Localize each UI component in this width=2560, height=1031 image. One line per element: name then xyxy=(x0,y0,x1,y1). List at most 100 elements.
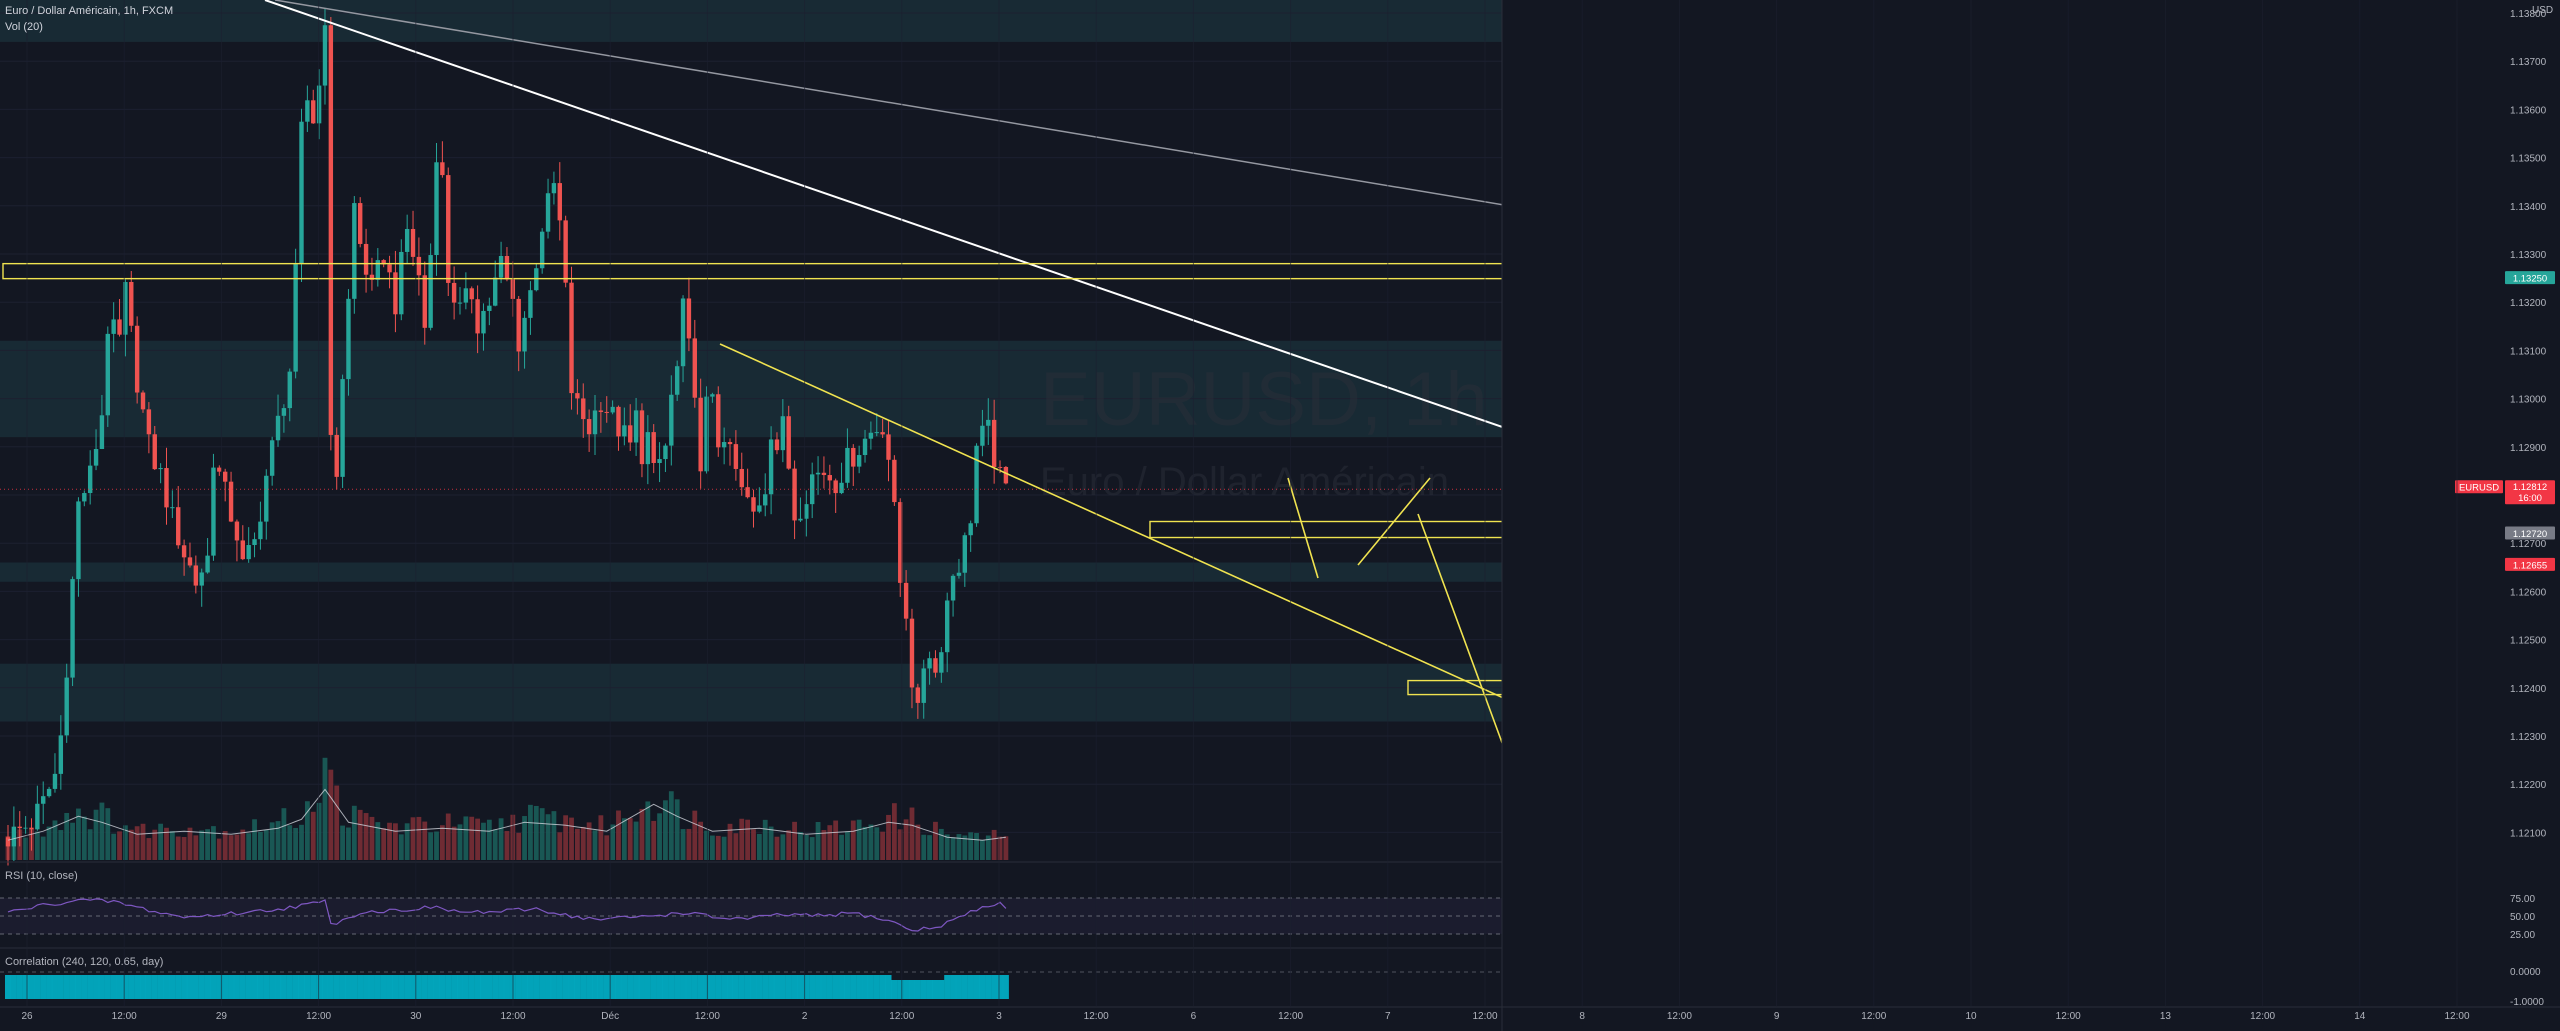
volume-bar xyxy=(651,820,657,860)
supply-demand-zone xyxy=(0,562,1502,582)
candle-body xyxy=(240,540,245,560)
volume-bar xyxy=(563,815,569,860)
corr-bar xyxy=(462,975,469,999)
volume-bar xyxy=(310,811,316,860)
candle-body xyxy=(369,274,375,280)
corr-bar xyxy=(773,975,780,999)
corr-bar xyxy=(562,975,569,999)
time-tick-label: 12:00 xyxy=(500,1011,525,1022)
volume-bar xyxy=(886,814,891,860)
corr-bar xyxy=(93,975,100,999)
corr-bar xyxy=(574,975,581,999)
volume-bar xyxy=(492,829,498,860)
candle-body xyxy=(856,455,862,467)
volume-bar xyxy=(850,820,856,860)
price-tick-label: 1.13500 xyxy=(2510,154,2547,165)
candle-body xyxy=(352,203,357,299)
corr-bar xyxy=(503,975,510,999)
corr-bar xyxy=(885,975,892,999)
corr-bar xyxy=(104,975,111,999)
candle-body xyxy=(669,394,674,446)
volume-bar xyxy=(751,829,756,860)
time-tick-label: 6 xyxy=(1191,1011,1197,1022)
candle-body xyxy=(680,298,686,367)
corr-bar xyxy=(357,975,364,999)
corr-bar xyxy=(245,975,252,999)
volume-bar xyxy=(680,829,686,860)
correlation-legend[interactable]: Correlation (240, 120, 0.65, day) xyxy=(5,956,164,968)
corr-bar xyxy=(938,980,945,999)
candle-body xyxy=(105,333,110,416)
candle-body xyxy=(387,264,392,273)
candle-body xyxy=(862,438,868,456)
volume-bar xyxy=(698,821,704,860)
volume-bar xyxy=(610,824,616,860)
pattern-line[interactable] xyxy=(1287,477,1319,579)
volume-bar xyxy=(76,808,81,860)
corr-bar xyxy=(550,975,557,999)
candle-body xyxy=(945,600,950,653)
corr-bar xyxy=(433,975,440,999)
symbol-legend[interactable]: Euro / Dollar Américain, 1h, FXCM xyxy=(5,5,174,17)
candle-body xyxy=(915,687,921,703)
volume-bar xyxy=(81,816,87,860)
time-tick-label: 9 xyxy=(1774,1011,1780,1022)
pattern-line[interactable] xyxy=(1417,513,1505,749)
rsi-legend[interactable]: RSI (10, close) xyxy=(5,870,78,882)
corr-tick-label: 0.0000 xyxy=(2510,967,2541,978)
watermark-symbol: EURUSD, 1h xyxy=(1040,357,1488,442)
volume-bar xyxy=(252,819,257,860)
last-price-badge xyxy=(2505,480,2555,505)
corr-bar xyxy=(738,975,745,999)
volume-bar xyxy=(522,816,527,860)
candle-body xyxy=(504,255,510,280)
countdown-text: 16:00 xyxy=(2518,493,2542,504)
volume-bar xyxy=(845,831,850,860)
candle-body xyxy=(616,406,621,437)
candle-body xyxy=(170,507,175,509)
price-tick-label: 1.13600 xyxy=(2510,105,2547,116)
time-tick-label: 30 xyxy=(410,1011,422,1022)
candle-body xyxy=(633,410,639,443)
volume-legend[interactable]: Vol (20) xyxy=(5,21,43,33)
volume-bar xyxy=(604,835,610,860)
volume-bar xyxy=(528,804,533,860)
corr-bar xyxy=(216,975,223,999)
rsi-pane xyxy=(0,861,1502,935)
volume-bar xyxy=(211,826,216,860)
candle-body xyxy=(46,788,52,797)
volume-bar xyxy=(469,816,475,860)
corr-bar xyxy=(709,975,716,999)
corr-bar xyxy=(785,975,792,999)
volume-bar xyxy=(222,831,228,860)
candle-body xyxy=(404,228,410,252)
candle-body xyxy=(522,317,527,352)
candle-body xyxy=(199,572,204,586)
volume-bar xyxy=(944,834,950,860)
corr-bar xyxy=(697,975,704,999)
volume-bar xyxy=(839,834,844,860)
volume-bar xyxy=(663,800,668,860)
candle-body xyxy=(592,410,598,435)
candle-body xyxy=(129,281,134,326)
corr-bar xyxy=(527,975,534,999)
corr-tick-label: -1.0000 xyxy=(2510,997,2544,1008)
volume-bar xyxy=(281,808,287,860)
corr-bar xyxy=(586,975,593,999)
rsi-tick-label: 50.00 xyxy=(2510,912,2535,923)
candle-body xyxy=(17,826,22,829)
corr-bar xyxy=(69,975,76,999)
corr-bar xyxy=(744,975,751,999)
volume-bar xyxy=(128,829,134,860)
corr-bar xyxy=(110,975,117,999)
corr-bar xyxy=(181,975,188,999)
price-tick-label: 1.12100 xyxy=(2510,828,2547,839)
rsi-tick-label: 25.00 xyxy=(2510,930,2535,941)
corr-bar xyxy=(961,975,968,999)
corr-bar xyxy=(140,975,147,999)
volume-bar xyxy=(710,835,715,860)
price-tick-label: 1.13400 xyxy=(2510,202,2547,213)
corr-bar xyxy=(198,975,205,999)
pattern-line[interactable] xyxy=(1357,477,1431,566)
